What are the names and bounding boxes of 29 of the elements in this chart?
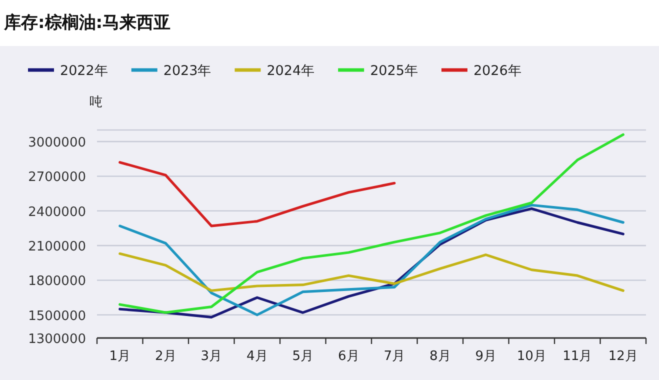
legend-label: 2024年 — [266, 63, 316, 79]
x-tick-label: 11月 — [562, 349, 592, 364]
legend-label: 2026年 — [473, 63, 522, 79]
x-tick-label: 8月 — [429, 349, 451, 364]
x-tick-label: 9月 — [475, 349, 497, 364]
x-tick-label: 7月 — [384, 349, 406, 364]
legend-label: 2023年 — [163, 63, 212, 79]
x-tick-label: 2月 — [154, 349, 176, 364]
y-tick-label: 2100000 — [28, 240, 86, 255]
legend-label: 2022年 — [60, 63, 108, 79]
x-tick-label: 6月 — [338, 349, 360, 364]
x-tick-label: 3月 — [200, 349, 222, 364]
y-tick-label: 1300000 — [28, 332, 86, 347]
y-tick-label: 2400000 — [28, 204, 86, 220]
y-tick-label: 3000000 — [28, 136, 86, 151]
y-tick-label: 2700000 — [28, 170, 86, 186]
y-tick-label: 1500000 — [28, 308, 86, 324]
x-tick-label: 12月 — [608, 349, 638, 364]
x-tick-label: 1月 — [109, 349, 131, 364]
line-series — [118, 133, 624, 314]
chart-title: 库存:棕榈油:马来西亚 — [3, 13, 171, 33]
line-series — [118, 252, 624, 292]
line-series — [118, 161, 396, 228]
legend-label: 2025年 — [370, 63, 418, 79]
x-tick-label: 10月 — [516, 349, 546, 364]
x-tick-label: 4月 — [246, 349, 268, 364]
x-tick-label: 5月 — [292, 349, 314, 364]
y-tick-label: 1800000 — [28, 274, 86, 290]
y-axis-title: 吨 — [90, 95, 102, 110]
